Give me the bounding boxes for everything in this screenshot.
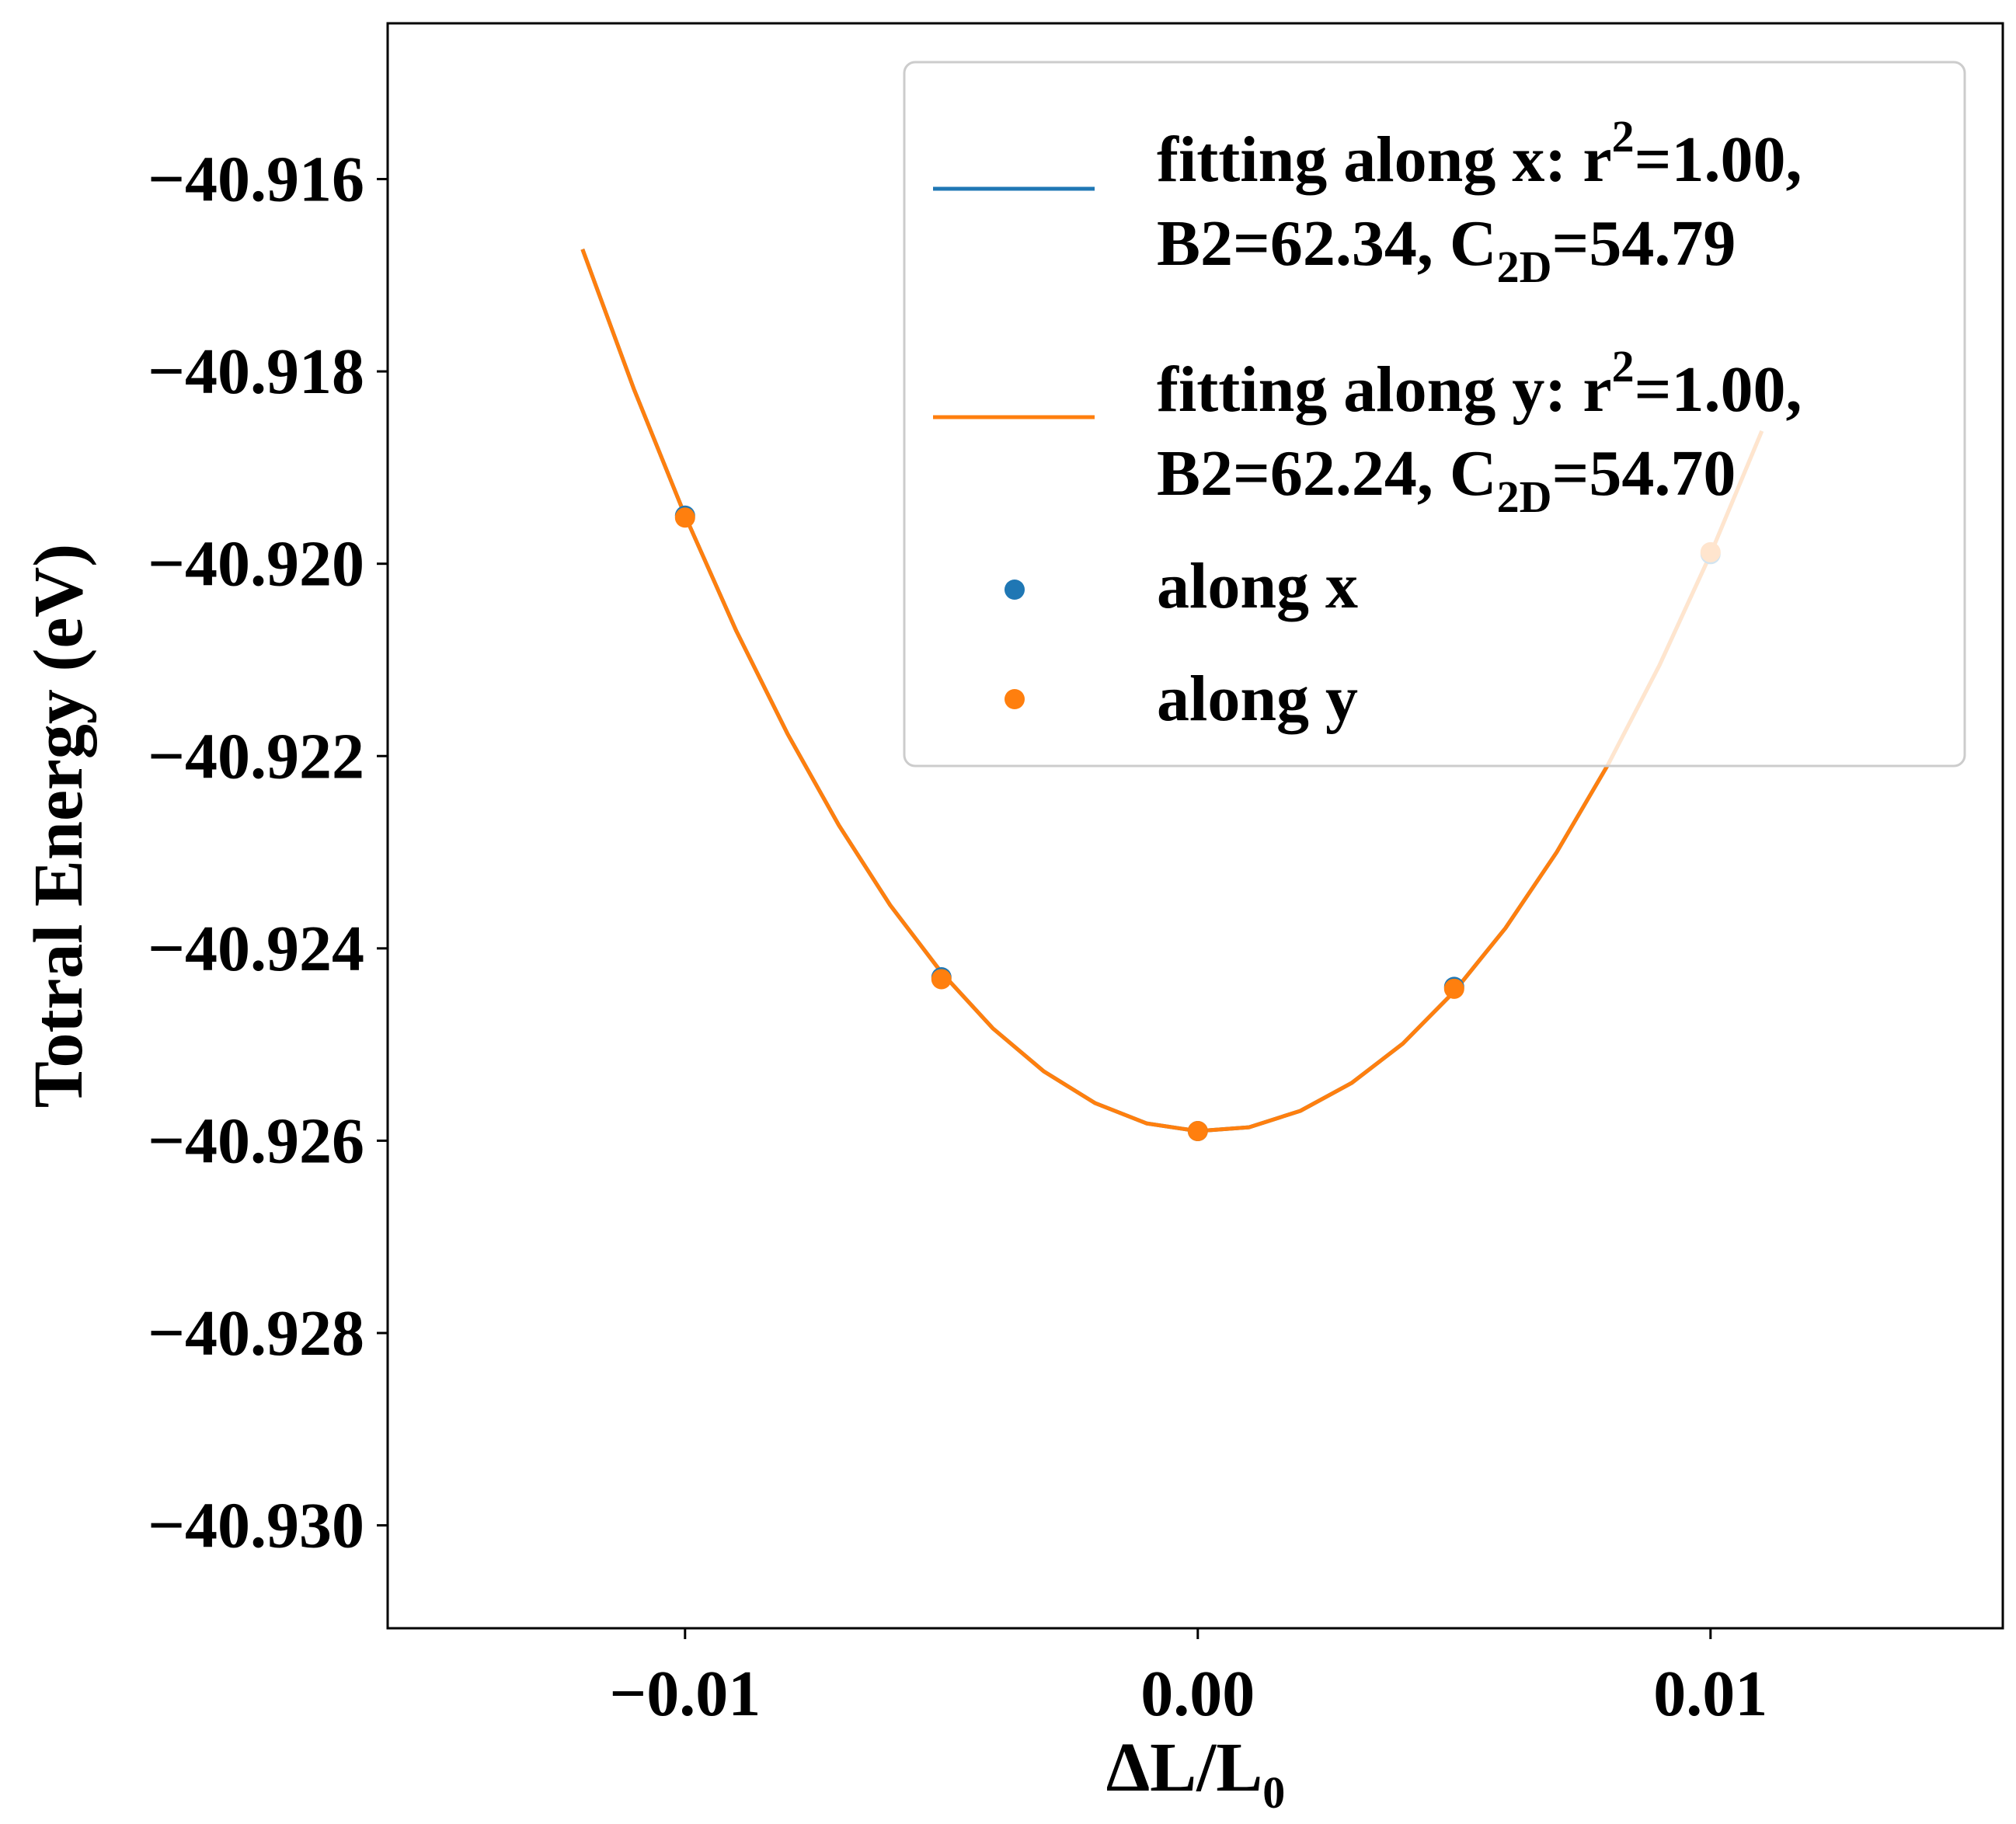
legend-label-fit-y-line1: fitting along y: r2=1.00, (1157, 341, 1802, 426)
legend-label-fit-y-line2: B2=62.24, C2D=54.70 (1157, 437, 1736, 522)
axes-frame (386, 22, 2004, 1630)
y-tick-label: −40.924 (148, 913, 364, 985)
y-tick-label: −40.926 (148, 1105, 364, 1177)
y-tick-label: −40.922 (148, 720, 364, 792)
y-tick-label: −40.920 (148, 528, 364, 600)
legend: fitting along x: r2=1.00, B2=62.34, C2D=… (903, 61, 1966, 768)
legend-marker-along-y (1005, 689, 1025, 709)
legend-box (903, 61, 1966, 768)
data-point-along-y (931, 969, 952, 990)
axes-ticks: −0.01 0.00 0.01 −40.916 −40.918 −40.920 −40.92… (148, 144, 1767, 1730)
y-tick-label: −40.918 (148, 336, 364, 408)
data-point-along-y (1187, 1121, 1208, 1142)
legend-label-along-x: along x (1157, 550, 1358, 622)
x-tick-label: 0.01 (1653, 1658, 1767, 1730)
legend-label-along-y: along y (1157, 663, 1358, 735)
y-tick-label: −40.930 (148, 1490, 364, 1562)
y-axis-label: Totral Energy (eV) (20, 544, 97, 1109)
y-tick-label: −40.928 (148, 1297, 364, 1370)
legend-marker-along-x (1005, 580, 1025, 600)
series-line-fitting-along-y (580, 249, 1764, 1133)
x-tick-label: −0.01 (609, 1658, 761, 1730)
x-tick-label: 0.00 (1140, 1658, 1255, 1730)
data-point-along-y (674, 507, 695, 528)
legend-label-fit-x-line1: fitting along x: r2=1.00, (1157, 111, 1802, 196)
data-point-along-y (1443, 978, 1464, 999)
legend-label-fit-x-line2: B2=62.34, C2D=54.79 (1157, 207, 1736, 292)
x-axis-label: ΔL/L0 (1106, 1729, 1286, 1818)
y-tick-label: −40.916 (148, 144, 364, 216)
